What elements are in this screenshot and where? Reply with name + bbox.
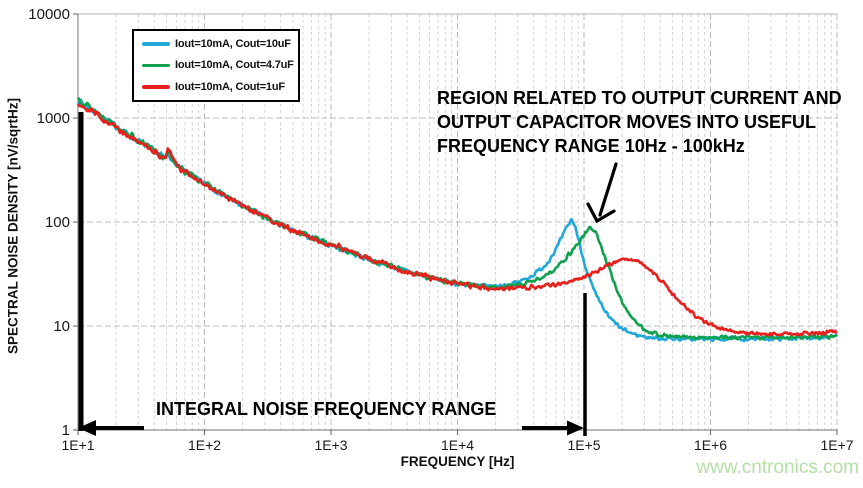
- legend-line-swatch-green: [142, 63, 170, 68]
- x-axis-title: FREQUENCY [Hz]: [400, 454, 515, 469]
- legend-item-label: Iout=10mA, Cout=1uF: [175, 81, 285, 94]
- legend-item-label: Iout=10mA, Cout=10uF: [175, 37, 291, 50]
- series-curve-iout-10ma-cout-1uf: [76, 103, 838, 337]
- peak-pointer-arrow-shaft: [598, 162, 618, 217]
- y-tick-label: 10: [53, 318, 70, 335]
- x-tick-label: 1E+3: [314, 437, 348, 453]
- annotation-region-note-line1: REGION RELATED TO OUTPUT CURRENT AND: [437, 88, 842, 108]
- legend-item: Iout=10mA, Cout=10uF: [142, 38, 298, 50]
- annotation-region-note: REGION RELATED TO OUTPUT CURRENT AND OUT…: [437, 86, 842, 158]
- x-tick-label: 1E+2: [187, 437, 222, 453]
- annotation-region-note-line2: OUTPUT CAPACITOR MOVES INTO USEFUL: [437, 112, 817, 132]
- x-tick-label: 1E+4: [440, 437, 475, 453]
- x-tick-label: 1E+6: [693, 437, 728, 453]
- y-tick-label: 1: [61, 422, 70, 439]
- watermark: www.cntronics.com: [696, 457, 859, 478]
- y-tick-label: 10000: [28, 6, 70, 23]
- y-axis-title: SPECTRAL NOISE DENSITY [nV/sqrtHz]: [5, 97, 21, 355]
- x-tick-label: 1E+7: [820, 437, 854, 453]
- legend-item: Iout=10mA, Cout=4.7uF: [142, 59, 298, 71]
- y-tick-label: 100: [44, 214, 70, 231]
- x-tick-label: 1E+5: [567, 437, 601, 453]
- legend-item-label: Iout=10mA, Cout=4.7uF: [175, 59, 294, 72]
- annotation-region-note-line3: FREQUENCY RANGE 10Hz - 100kHz: [437, 136, 745, 156]
- x-tick-label: 1E+1: [61, 437, 95, 453]
- annotation-integral-range-label: INTEGRAL NOISE FREQUENCY RANGE: [156, 399, 497, 419]
- legend-item: Iout=10mA, Cout=1uF: [142, 81, 298, 93]
- legend: Iout=10mA, Cout=10uF Iout=10mA, Cout=4.7…: [132, 29, 300, 102]
- integral-range-arrow-left-head-icon: [78, 420, 96, 436]
- y-tick-label: 1000: [36, 110, 70, 127]
- integral-range-arrow-right-head-icon: [567, 420, 584, 436]
- peak-pointer-arrow-head-icon: [586, 202, 616, 224]
- legend-line-swatch-blue: [142, 42, 170, 46]
- legend-line-swatch-red: [142, 85, 170, 89]
